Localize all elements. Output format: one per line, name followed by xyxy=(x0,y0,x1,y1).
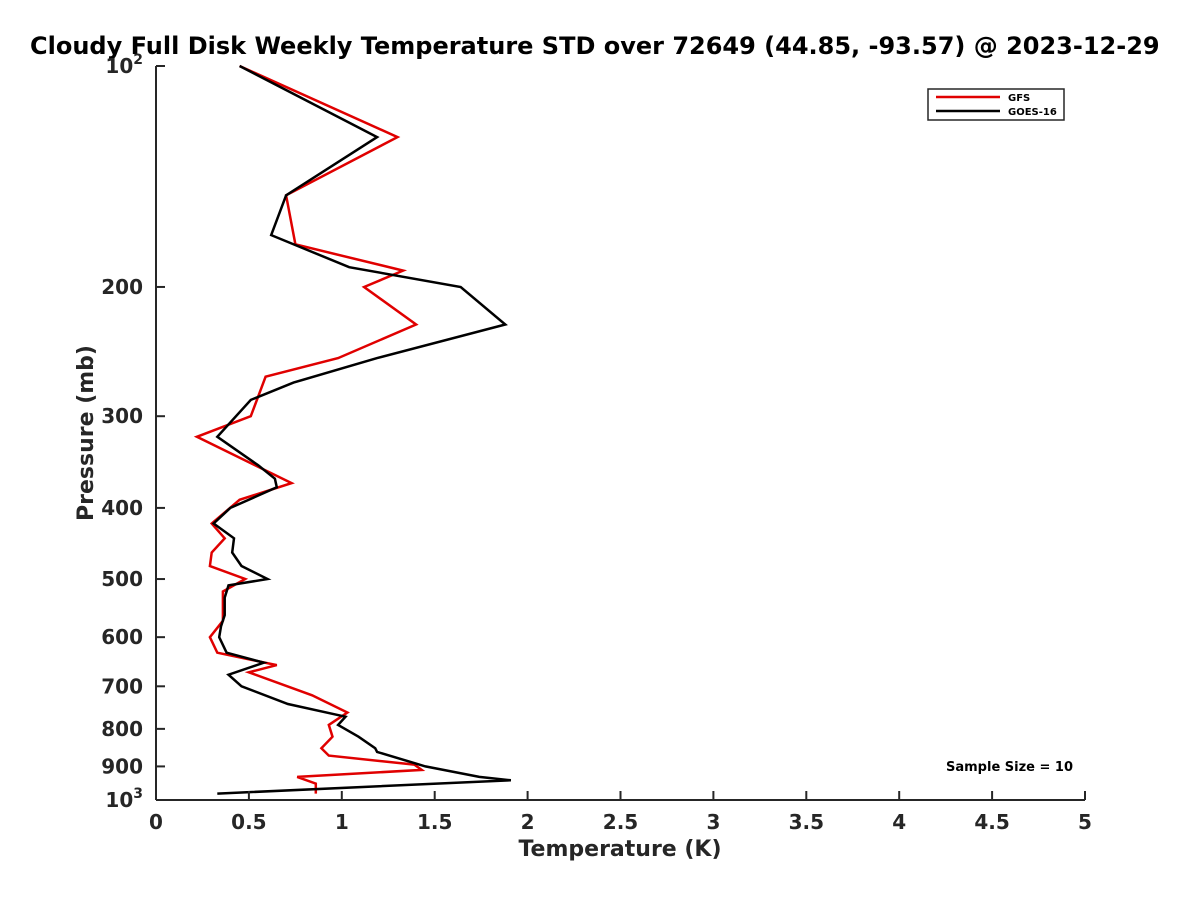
y-axis-label: Pressure (mb) xyxy=(74,345,99,521)
x-tick-label: 2 xyxy=(521,810,535,834)
y-tick-label: 600 xyxy=(101,625,143,649)
y-tick-label: 800 xyxy=(101,717,143,741)
x-tick-label: 5 xyxy=(1078,810,1092,834)
y-tick-label: 102 xyxy=(105,52,143,78)
x-tick-label: 4 xyxy=(892,810,906,834)
x-tick-label: 2.5 xyxy=(603,810,638,834)
legend-box xyxy=(927,88,1065,121)
x-tick-label: 3 xyxy=(706,810,720,834)
y-tick-label: 300 xyxy=(101,404,143,428)
legend: GFS GOES-16 xyxy=(927,88,1065,121)
y-tick-label: 700 xyxy=(101,674,143,698)
series-line-gfs xyxy=(193,64,426,794)
legend-label-goes16: GOES-16 xyxy=(1008,107,1057,118)
y-tick-label: 200 xyxy=(101,275,143,299)
series-layer xyxy=(193,64,512,795)
series-line-goes-16 xyxy=(211,64,512,795)
x-tick-label: 1.5 xyxy=(417,810,452,834)
y-ticks: 102 200 300 400 500 600 700 800 900 103 xyxy=(101,52,165,812)
x-tick-label: 0.5 xyxy=(231,810,266,834)
x-axis-label: Temperature (K) xyxy=(518,837,721,862)
sample-size-annotation: Sample Size = 10 xyxy=(946,760,1073,775)
y-tick-label: 900 xyxy=(101,754,143,778)
x-ticks: 0 0.5 1 1.5 2 2.5 3 3.5 4 4.5 5 xyxy=(149,791,1092,834)
legend-label-gfs: GFS xyxy=(1008,93,1030,104)
x-tick-label: 1 xyxy=(335,810,349,834)
x-tick-label: 0 xyxy=(149,810,163,834)
x-tick-label: 3.5 xyxy=(789,810,824,834)
y-tick-label: 103 xyxy=(105,786,143,812)
x-tick-label: 4.5 xyxy=(974,810,1009,834)
y-tick-label: 500 xyxy=(101,567,143,591)
chart-title: Cloudy Full Disk Weekly Temperature STD … xyxy=(30,32,1160,60)
y-tick-label: 400 xyxy=(101,496,143,520)
